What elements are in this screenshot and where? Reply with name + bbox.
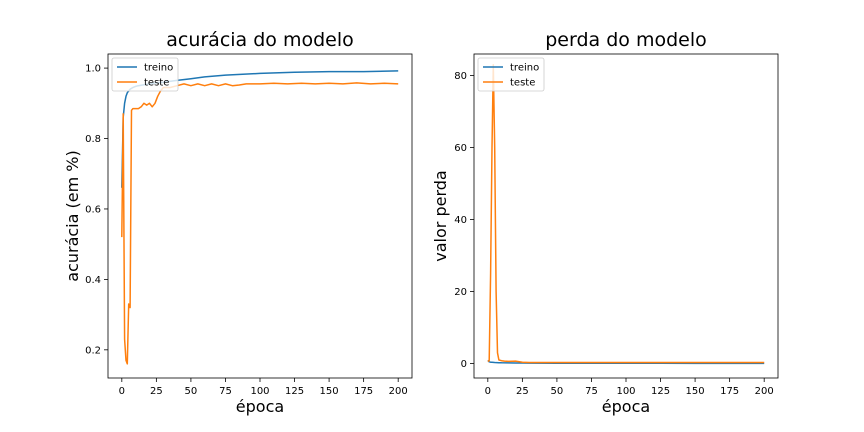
loss-legend: treino teste — [477, 57, 545, 92]
accuracy-xlabel: época — [236, 397, 284, 416]
accuracy-xtick-label: 25 — [150, 386, 163, 397]
loss-xtick-label: 75 — [585, 386, 598, 397]
accuracy-title: acurácia do modelo — [166, 29, 354, 51]
accuracy-xtick-label: 150 — [320, 386, 339, 397]
loss-axes-frame — [473, 53, 779, 379]
accuracy-legend-label-teste: teste — [144, 78, 169, 89]
loss-series-treino — [487, 359, 765, 365]
loss-ytick-label: 40 — [454, 215, 467, 226]
loss-chart: perda do modelo 0 25 50 75 100 125 150 175 200 0 20… — [431, 29, 779, 416]
loss-ytick-label: 80 — [454, 71, 467, 82]
loss-series-teste — [487, 64, 765, 364]
loss-title: perda do modelo — [545, 29, 706, 51]
accuracy-ylabel: acurácia (em %) — [63, 150, 82, 281]
loss-xtick-label: 0 — [485, 386, 491, 397]
accuracy-legend: treino teste — [111, 57, 179, 92]
accuracy-ytick-label: 0.6 — [85, 204, 101, 215]
accuracy-xtick-label: 200 — [389, 386, 408, 397]
loss-legend-label-treino: treino — [510, 63, 539, 74]
loss-xtick-label: 125 — [651, 386, 670, 397]
loss-xtick-label: 175 — [720, 386, 739, 397]
loss-xtick-label: 50 — [551, 386, 564, 397]
accuracy-xtick-label: 175 — [354, 386, 373, 397]
loss-ylabel: valor perda — [431, 170, 450, 261]
loss-ytick-label: 0 — [461, 359, 467, 370]
accuracy-xtick-label: 125 — [285, 386, 304, 397]
accuracy-ytick-label: 0.2 — [85, 345, 101, 356]
loss-ytick-label: 60 — [454, 143, 467, 154]
loss-xtick-label: 200 — [755, 386, 774, 397]
loss-xtick-label: 150 — [686, 386, 705, 397]
loss-xtick-label: 100 — [616, 386, 635, 397]
accuracy-xtick-label: 50 — [185, 386, 198, 397]
loss-xlabel: época — [602, 397, 650, 416]
accuracy-series-teste — [121, 82, 399, 365]
accuracy-legend-label-treino: treino — [144, 63, 173, 74]
loss-ytick-label: 20 — [454, 287, 467, 298]
accuracy-axes-frame — [107, 53, 413, 379]
accuracy-xtick-label: 0 — [119, 386, 125, 397]
accuracy-xtick-label: 75 — [219, 386, 232, 397]
accuracy-xtick-label: 100 — [250, 386, 269, 397]
accuracy-ytick-label: 1.0 — [85, 64, 101, 75]
loss-legend-label-teste: teste — [510, 78, 535, 89]
accuracy-ytick-label: 0.4 — [85, 275, 101, 286]
accuracy-ytick-label: 0.8 — [85, 134, 101, 145]
loss-xtick-label: 25 — [516, 386, 529, 397]
accuracy-chart: acurácia do modelo 0 25 50 75 100 125 150 175 200… — [63, 29, 413, 416]
